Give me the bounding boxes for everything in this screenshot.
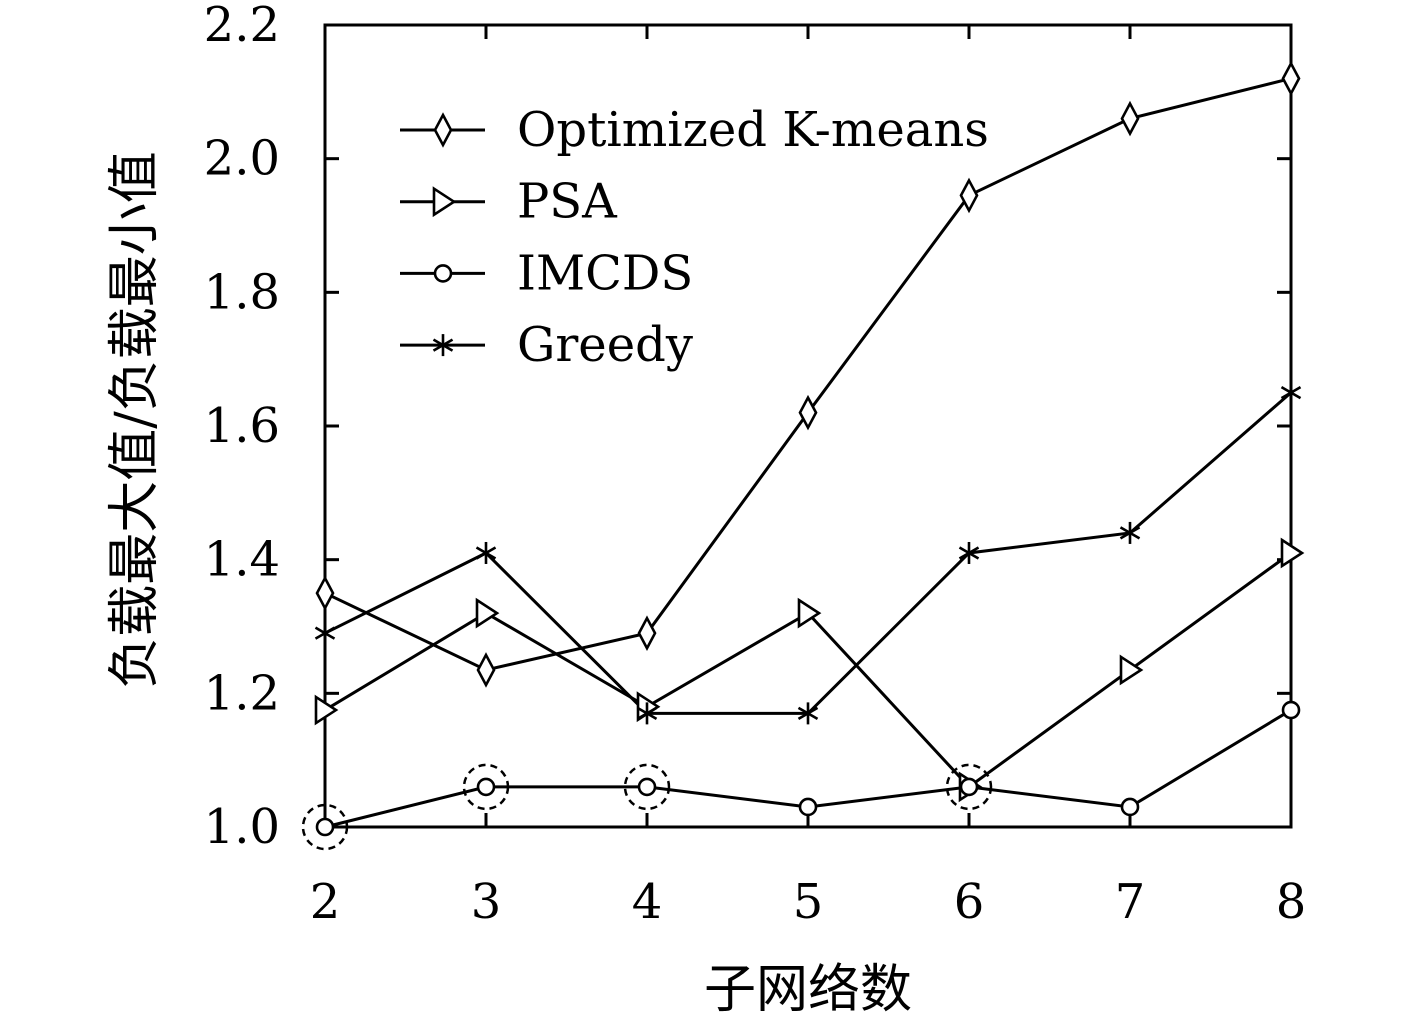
data-point-psa [314,694,339,726]
x-tick-label: 5 [793,874,824,930]
tick-labels: 1.0 1.2 1.4 1.6 1.8 2.0 2.2 2 3 4 5 6 7 8 [204,0,1307,930]
x-tick-label: 8 [1276,874,1307,930]
data-point-imcds [1281,700,1301,720]
legend-label: IMCDS [517,245,693,301]
data-point-imcds [637,777,657,797]
data-point-greedy [958,541,980,564]
data-point-greedy [314,622,336,645]
legend-entry-imcds: IMCDS [400,245,693,301]
legend-marker [433,264,453,283]
highlight-circle [623,763,671,811]
data-point-psa [475,597,500,629]
y-tick-label: 1.6 [204,398,280,454]
y-tick-label: 2.2 [204,0,280,53]
data-point-psa [1280,537,1305,569]
data-point-imcds [315,817,335,837]
legend-label: Optimized K-means [517,102,989,158]
y-tick-label: 1.4 [204,532,280,588]
data-point-imcds [476,777,496,797]
data-point-psa [1119,654,1144,686]
y-tick-label: 1.2 [204,665,280,721]
x-tick-label: 4 [632,874,663,930]
data-point-optimized-k-means [1120,100,1140,137]
legend-label: Greedy [517,317,693,373]
legend-marker [432,334,454,357]
highlight-circle [945,763,993,811]
data-point-greedy [475,541,497,564]
y-axis-label: 负载最大值/负载最小值 [105,151,165,689]
series-line-greedy [324,391,1292,715]
data-point-greedy [797,702,819,725]
asterisk-stroke [1280,385,1302,400]
asterisk-stroke [432,338,454,352]
data-point-imcds [798,797,818,817]
data-point-optimized-k-means [1281,60,1301,97]
highlight-circle [301,803,349,851]
data-point-optimized-k-means [476,652,496,688]
data-point-optimized-k-means [637,615,657,651]
legend-entry-greedy: Greedy [400,317,693,373]
x-axis-label: 子网络数 [704,960,912,1020]
data-point-greedy [1280,381,1302,404]
data-point-psa [797,597,822,629]
asterisk-stroke [797,706,819,721]
x-tick-label: 2 [310,874,341,930]
data-point-optimized-k-means [798,394,818,431]
asterisk-stroke [475,546,497,560]
y-tick-label: 1.8 [204,264,280,320]
highlight-circles [301,763,993,851]
series-line-optimized-k-means [324,77,1292,672]
highlight-circle [462,763,510,811]
axis-ticks [323,23,1293,829]
asterisk-stroke [1119,526,1141,540]
data-point-imcds [1120,797,1140,817]
asterisk-stroke [958,546,980,560]
series-markers [314,60,1305,837]
data-point-greedy [636,702,658,725]
legend-entry-psa: PSA [400,174,618,230]
x-tick-label: 6 [954,874,985,930]
asterisk-stroke [636,706,658,721]
legend-marker [433,112,453,148]
series-line-psa [324,551,1292,789]
legend-marker [432,186,457,218]
y-tick-label: 1.0 [204,799,280,855]
legend-entry-optimized-k-means: Optimized K-means [400,102,989,158]
legend-label: PSA [517,174,618,230]
x-tick-label: 3 [471,874,502,930]
data-point-imcds [959,777,979,797]
data-point-optimized-k-means [315,575,335,611]
y-tick-label: 2.0 [204,131,280,187]
data-point-greedy [1119,521,1141,544]
data-point-optimized-k-means [959,177,979,214]
asterisk-stroke [314,626,336,640]
legend: Optimized K-means PSA IMCDS Greedy [400,102,989,373]
x-tick-label: 7 [1115,874,1146,930]
